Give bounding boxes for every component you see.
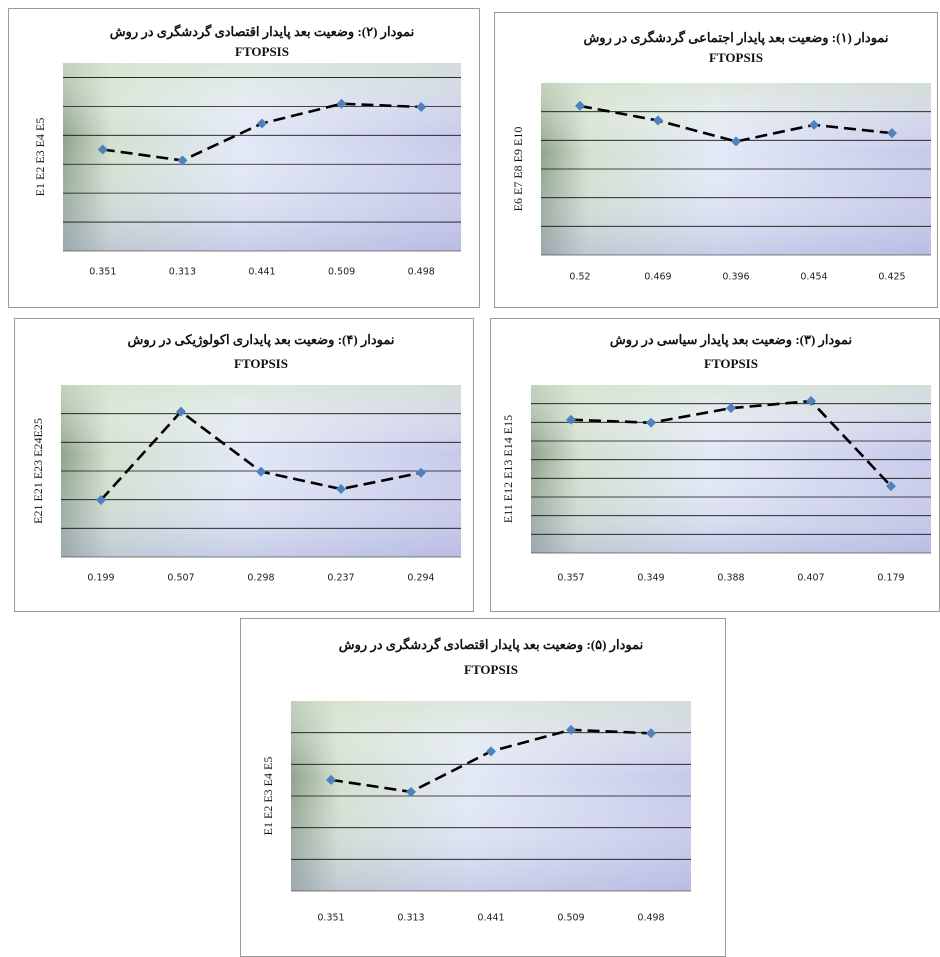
x-tick-label: 0.396 [722,272,749,283]
x-tick-label: 0.294 [407,573,434,584]
marker [336,98,347,109]
chart: نمودار (۴): وضعیت بعد پایداری اکولوژیکی … [31,332,461,584]
x-tick-label: 0.52 [569,272,590,283]
chart-panel: نمودار (۵): وضعیت بعد پایدار اقتصادی گرد… [240,618,726,957]
x-tick-label: 0.388 [717,573,744,584]
chart-title: نمودار (۲): وضعیت بعد پایدار اقتصادی گرد… [110,23,414,40]
chart-panel: نمودار (۴): وضعیت بعد پایداری اکولوژیکی … [14,318,474,612]
x-tick-label: 0.509 [557,913,584,924]
chart-subtitle: FTOPSIS [235,44,289,59]
chart-subtitle: FTOPSIS [709,50,763,65]
marker [653,115,663,126]
marker [486,746,496,757]
x-tick-label: 0.498 [408,267,435,278]
x-tick-label: 0.351 [89,267,116,278]
marker [566,724,576,735]
marker [731,136,741,147]
marker [566,414,576,425]
marker [646,728,656,739]
marker [256,466,266,477]
x-tick-label: 0.498 [637,913,664,924]
marker [176,406,186,417]
y-axis-label: E21 E21 E23 E24E25 [31,418,45,524]
x-tick-label: 0.199 [87,573,114,584]
chart: نمودار (۲): وضعیت بعد پایدار اقتصادی گرد… [33,23,461,278]
chart-title: نمودار (۵): وضعیت بعد پایدار اقتصادی گرد… [339,636,643,653]
x-tick-label: 0.469 [644,272,671,283]
x-tick-label: 0.313 [169,267,196,278]
x-tick-label: 0.407 [797,573,824,584]
x-tick-label: 0.441 [248,267,275,278]
marker [806,396,816,407]
x-tick-label: 0.509 [328,267,355,278]
x-tick-label: 0.357 [557,573,584,584]
marker [416,101,427,112]
marker [336,484,346,495]
chart-subtitle: FTOPSIS [464,662,518,677]
x-tick-label: 0.349 [637,573,664,584]
y-axis-label: E1 E2 E3 E4 E5 [33,118,47,197]
marker [809,119,819,130]
chart-title: نمودار (۴): وضعیت بعد پایداری اکولوژیکی … [128,332,395,348]
marker [96,494,106,505]
y-axis-label: E6 E7 E8 E9 E10 [511,127,525,212]
y-axis-label: E1 E2 E3 E4 E5 [261,757,275,836]
chart-panel: نمودار (۳): وضعیت بعد پایدار سیاسی در رو… [490,318,940,612]
marker [416,467,426,478]
marker [257,118,267,129]
x-tick-label: 0.507 [167,573,194,584]
chart-subtitle: FTOPSIS [234,356,288,371]
x-tick-label: 0.441 [477,913,504,924]
plot-shade [63,63,461,251]
chart-title: نمودار (۱): وضعیت بعد پایدار اجتماعی گرد… [583,29,888,46]
marker [887,128,897,139]
chart-panel: نمودار (۱): وضعیت بعد پایدار اجتماعی گرد… [494,12,938,308]
chart-subtitle: FTOPSIS [704,356,758,371]
chart-title: نمودار (۳): وضعیت بعد پایدار سیاسی در رو… [610,332,852,348]
chart: نمودار (۱): وضعیت بعد پایدار اجتماعی گرد… [511,29,931,283]
x-tick-label: 0.454 [800,272,827,283]
marker [406,786,416,797]
marker [575,100,585,111]
marker [97,144,108,155]
marker [326,774,336,785]
chart: نمودار (۵): وضعیت بعد پایدار اقتصادی گرد… [261,636,691,924]
marker [886,481,896,492]
chart-panel: نمودار (۲): وضعیت بعد پایدار اقتصادی گرد… [8,8,480,308]
marker [646,417,656,428]
marker [177,155,188,166]
x-tick-label: 0.425 [878,272,905,283]
x-tick-label: 0.298 [247,573,274,584]
chart: نمودار (۳): وضعیت بعد پایدار سیاسی در رو… [501,332,931,584]
x-tick-label: 0.179 [877,573,904,584]
x-tick-label: 0.313 [397,913,424,924]
x-tick-label: 0.351 [317,913,344,924]
x-tick-label: 0.237 [327,573,354,584]
line [570,399,892,488]
y-axis-label: E11 E12 E13 E14 E15 [501,415,515,523]
marker [726,403,736,414]
